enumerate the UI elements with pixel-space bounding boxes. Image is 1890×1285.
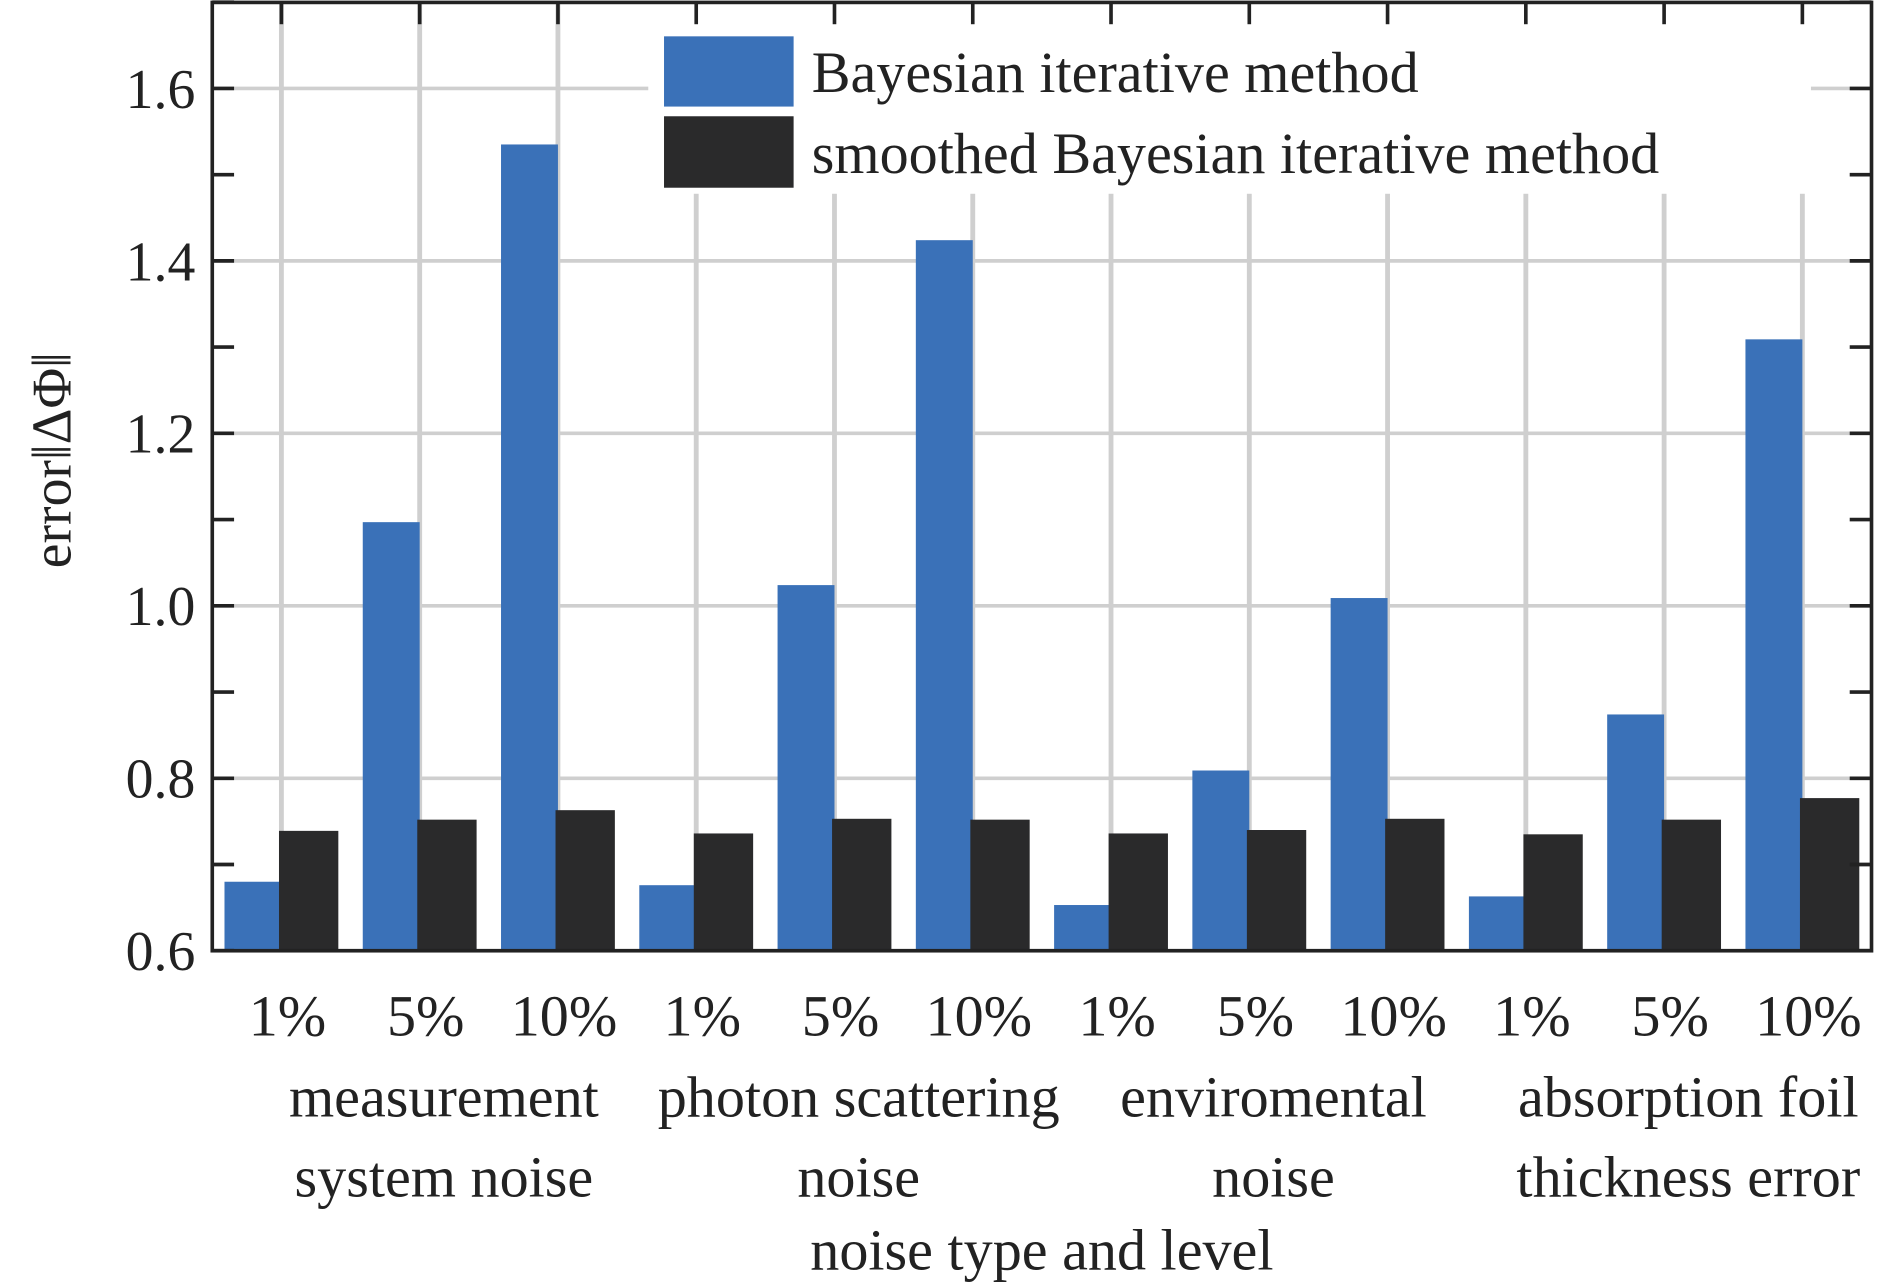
bar-smoothed — [1385, 818, 1445, 951]
bars — [224, 144, 1860, 951]
x-tick-label: 1% — [249, 984, 326, 1049]
group-label: thickness error — [1516, 1145, 1860, 1210]
x-tick-label: 5% — [387, 984, 464, 1049]
x-tick-label: 1% — [1078, 984, 1155, 1049]
x-tick-label: 1% — [664, 984, 741, 1049]
bar-smoothed — [417, 819, 477, 951]
bar-smoothed — [1661, 819, 1722, 951]
bar-smoothed — [970, 819, 1030, 951]
bar-smoothed — [832, 818, 892, 951]
group-label: enviromental — [1120, 1065, 1427, 1130]
bar-bayesian — [639, 885, 697, 951]
bar-bayesian — [1745, 339, 1803, 951]
x-tick-label: 10% — [926, 984, 1033, 1049]
bar-smoothed — [1108, 833, 1168, 951]
x-tick-label: 10% — [1755, 984, 1862, 1049]
group-label: noise — [1212, 1145, 1335, 1210]
axes — [210, 0, 1874, 953]
x-tick-label: 1% — [1493, 984, 1570, 1049]
legend-swatch-bayesian — [664, 36, 794, 107]
bar-bayesian — [1468, 896, 1526, 951]
x-tick-label: 5% — [802, 984, 879, 1049]
y-tick-label: 0.8 — [126, 749, 196, 811]
legend-label-bayesian: Bayesian iterative method — [812, 40, 1419, 105]
y-tick-label: 1.4 — [126, 231, 196, 293]
bar-smoothed — [278, 830, 339, 951]
bar-bayesian — [915, 240, 973, 951]
bar-bayesian — [362, 522, 420, 951]
y-tick-label: 0.6 — [126, 921, 196, 983]
bar-bayesian — [224, 881, 282, 951]
bar-bayesian — [1054, 905, 1112, 951]
bar-smoothed — [1523, 834, 1583, 951]
plot-frame — [210, 0, 1874, 953]
y-tick-label: 1.2 — [126, 404, 196, 466]
legend-background — [648, 3, 1811, 194]
y-tick-label: 1.6 — [126, 59, 196, 121]
x-tick-label: 10% — [1340, 984, 1447, 1049]
bar-bayesian — [1607, 714, 1665, 951]
group-label: noise — [797, 1145, 920, 1210]
group-label: photon scattering — [658, 1065, 1060, 1130]
bar-bayesian — [1330, 598, 1388, 951]
group-label: absorption foil — [1518, 1065, 1859, 1130]
bar-smoothed — [693, 833, 754, 951]
group-label: measurement — [289, 1065, 599, 1130]
bar-bayesian — [501, 144, 558, 951]
bar-bayesian — [777, 585, 835, 951]
bar-smoothed — [555, 810, 615, 951]
group-label: system noise — [295, 1145, 594, 1210]
x-tick-label: 10% — [511, 984, 618, 1049]
x-tick-label: 5% — [1217, 984, 1294, 1049]
legend-label-smoothed: smoothed Bayesian iterative method — [812, 121, 1659, 186]
bar-smoothed — [1246, 830, 1307, 951]
x-axis-label: noise type and level — [810, 1217, 1273, 1282]
labels: 0.6 0.8 1.0 1.2 1.4 1.6 1% 5% 10% 1% 5% 10% 1% 5% 10% 1… — [126, 59, 1862, 1210]
x-tick-label: 5% — [1631, 984, 1708, 1049]
bar-bayesian — [1192, 770, 1250, 951]
bar-smoothed — [1799, 798, 1860, 951]
legend: Bayesian iterative method smoothed Bayes… — [648, 3, 1811, 194]
legend-swatch-smoothed — [664, 116, 794, 188]
y-axis-label: error‖ΔΦ‖ — [22, 352, 84, 568]
y-tick-label: 1.0 — [126, 576, 196, 638]
